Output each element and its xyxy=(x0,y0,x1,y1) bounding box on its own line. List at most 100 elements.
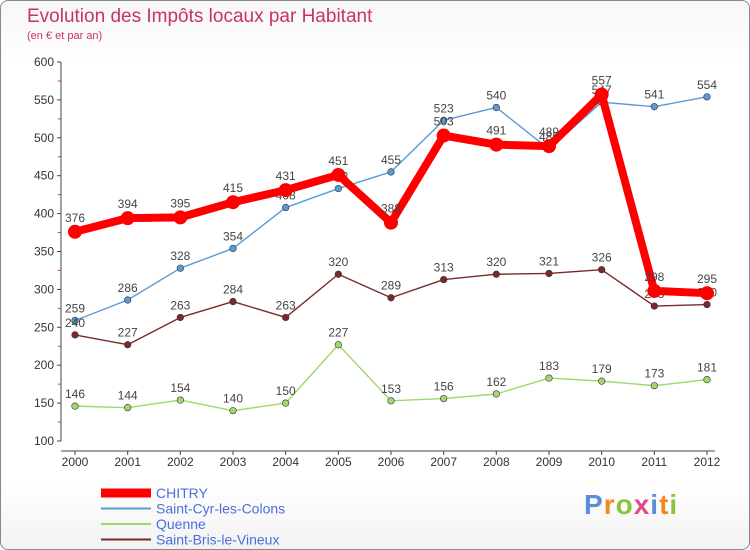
data-label: 183 xyxy=(539,359,559,373)
x-tick-label: 2006 xyxy=(378,455,405,469)
x-tick-label: 2004 xyxy=(272,455,299,469)
data-point xyxy=(334,341,342,349)
data-point xyxy=(489,137,504,152)
data-point xyxy=(71,402,79,410)
data-point xyxy=(124,341,132,349)
data-label: 415 xyxy=(223,181,243,195)
data-point xyxy=(173,210,188,225)
y-tick-label: 150 xyxy=(34,396,54,410)
logo-letter: i xyxy=(669,489,679,520)
y-tick-label: 350 xyxy=(34,245,54,259)
data-label: 162 xyxy=(486,375,506,389)
data-point xyxy=(440,275,448,284)
data-point xyxy=(492,270,500,278)
data-label: 451 xyxy=(328,154,348,168)
x-tick-label: 2002 xyxy=(167,455,194,469)
data-point xyxy=(440,116,448,124)
data-point xyxy=(700,286,714,301)
data-label: 227 xyxy=(328,326,348,340)
data-label: 227 xyxy=(118,326,138,340)
data-point xyxy=(282,399,290,407)
data-point xyxy=(703,93,711,101)
data-point xyxy=(440,394,448,403)
data-point xyxy=(124,296,132,304)
x-tick-label: 2011 xyxy=(641,455,667,469)
data-point xyxy=(229,297,237,306)
x-tick-label: 2000 xyxy=(62,455,89,469)
data-point xyxy=(387,294,395,302)
data-label: 395 xyxy=(170,196,190,210)
x-tick-label: 2003 xyxy=(220,455,247,469)
data-label: 154 xyxy=(170,381,190,395)
data-point xyxy=(229,407,237,415)
y-tick-label: 100 xyxy=(34,434,54,448)
data-label: 240 xyxy=(65,316,85,330)
data-label: 388 xyxy=(381,202,401,216)
x-tick-label: 2010 xyxy=(588,455,615,469)
data-label: 328 xyxy=(170,249,190,263)
data-label: 326 xyxy=(592,251,612,265)
data-point xyxy=(120,211,135,226)
data-point xyxy=(650,103,658,111)
data-point xyxy=(278,183,293,198)
data-label: 284 xyxy=(223,283,243,297)
y-tick-label: 250 xyxy=(34,320,54,334)
chart-subtitle: (en € et par an) xyxy=(27,30,103,42)
data-label: 489 xyxy=(539,125,559,139)
data-label: 156 xyxy=(434,380,454,394)
data-label: 289 xyxy=(381,279,401,293)
data-point xyxy=(334,184,342,193)
data-label: 153 xyxy=(381,382,401,396)
data-label: 295 xyxy=(697,272,717,286)
data-label: 354 xyxy=(223,229,243,243)
data-point xyxy=(176,264,184,272)
data-point xyxy=(331,167,346,182)
data-label: 320 xyxy=(486,255,506,269)
data-point xyxy=(703,300,711,309)
data-label: 321 xyxy=(539,254,559,268)
data-label: 554 xyxy=(697,78,717,92)
data-point xyxy=(229,244,237,253)
data-point xyxy=(542,139,556,154)
data-label: 263 xyxy=(170,298,190,312)
logo-letter: o xyxy=(615,489,634,520)
data-label: 541 xyxy=(644,88,664,102)
legend-label: Saint-Cyr-les-Colons xyxy=(156,501,285,517)
data-label: 144 xyxy=(118,389,138,403)
x-tick-label: 2005 xyxy=(325,455,352,469)
data-label: 431 xyxy=(276,169,296,183)
logo-letter: t xyxy=(659,489,670,520)
data-label: 146 xyxy=(65,387,85,401)
data-point xyxy=(71,316,79,325)
logo-letter: i xyxy=(650,489,660,520)
data-label: 140 xyxy=(223,392,243,406)
data-point xyxy=(176,313,184,322)
data-point xyxy=(703,376,711,384)
data-point xyxy=(124,404,132,412)
data-label: 540 xyxy=(486,88,506,102)
data-point xyxy=(282,313,290,322)
logo-letter: r xyxy=(603,489,616,520)
chart-title: Evolution des Impôts locaux par Habitant xyxy=(27,6,373,27)
data-point xyxy=(226,195,240,210)
data-label: 455 xyxy=(381,153,401,167)
data-point xyxy=(387,168,395,176)
legend-label: Saint-Bris-le-Vineux xyxy=(156,532,279,548)
data-point xyxy=(650,382,658,390)
data-point xyxy=(282,203,290,212)
data-label: 320 xyxy=(328,255,348,269)
data-label: 491 xyxy=(486,124,506,138)
data-point xyxy=(436,128,451,143)
data-label: 263 xyxy=(276,298,296,312)
data-point xyxy=(492,390,500,398)
data-label: 298 xyxy=(644,270,664,284)
data-label: 173 xyxy=(644,367,664,381)
data-label: 286 xyxy=(118,281,138,295)
series-line xyxy=(73,90,708,298)
data-label: 179 xyxy=(592,362,612,376)
data-label: 313 xyxy=(434,261,454,275)
data-label: 557 xyxy=(592,74,612,88)
data-point xyxy=(647,283,662,298)
